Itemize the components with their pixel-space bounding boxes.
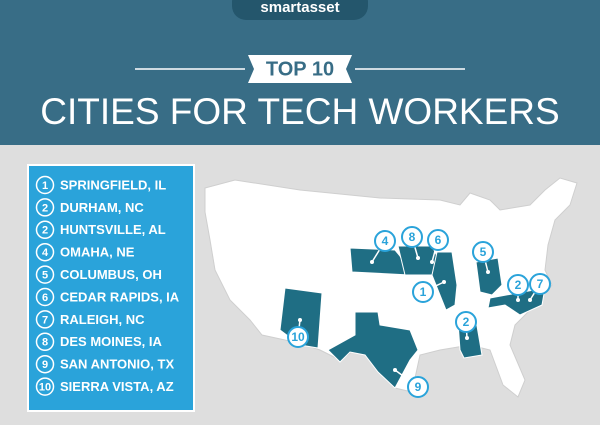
marker-label: 1: [420, 285, 427, 299]
rank-circle: [35, 198, 55, 217]
city: OMAHA, NE: [60, 245, 135, 260]
marker: [412, 281, 434, 303]
city: SIERRA VISTA, AZ: [60, 379, 174, 394]
rank-circle: [35, 242, 55, 262]
marker-dot: [416, 256, 420, 260]
city: DURHAM, NC: [60, 200, 144, 215]
rank-circle: [35, 310, 55, 329]
rank-circle: [35, 377, 55, 396]
marker-label: 4: [382, 234, 389, 248]
marker-label: 6: [435, 233, 442, 247]
rank: 8: [42, 337, 48, 349]
city: HUNTSVILLE, AL: [60, 222, 166, 237]
rank: 1: [42, 180, 48, 192]
rank: 2: [42, 225, 48, 237]
state-oh: [475, 257, 503, 296]
logo: smartasset: [260, 0, 339, 16]
rank: 7: [42, 314, 48, 326]
marker: [374, 230, 396, 252]
marker-label: 8: [409, 230, 416, 244]
badge: TOP 10: [266, 58, 334, 80]
logo-tab: [232, 0, 368, 20]
rank-circle: [35, 332, 55, 352]
city: DES MOINES, IA: [60, 334, 162, 349]
rank-circle: [35, 175, 55, 195]
marker-dot: [516, 298, 520, 302]
marker: [472, 241, 494, 263]
marker: [287, 326, 309, 348]
marker: [427, 229, 449, 251]
rank: 5: [42, 270, 48, 282]
marker-label: 5: [480, 245, 487, 259]
marker: [529, 273, 551, 295]
marker-dot: [465, 336, 469, 340]
marker-label: 10: [291, 330, 305, 344]
rank: 2: [42, 202, 48, 214]
rank-circle: [35, 265, 55, 284]
marker-label: 9: [415, 380, 422, 394]
rank-circle: [35, 287, 55, 307]
rank: 9: [42, 359, 48, 371]
rank-circle: [35, 220, 55, 240]
marker: [407, 376, 429, 398]
marker-dot: [442, 280, 446, 284]
city: CEDAR RAPIDS, IA: [60, 289, 180, 304]
badge-ribbon: [248, 55, 352, 83]
marker-dot: [430, 260, 434, 264]
rank: 6: [42, 292, 48, 304]
marker-dot: [528, 298, 532, 302]
marker: [455, 311, 477, 333]
marker: [507, 274, 529, 296]
city: RALEIGH, NC: [60, 312, 145, 327]
rank-circle: [35, 354, 55, 374]
city: SAN ANTONIO, TX: [60, 357, 174, 372]
list-box: [27, 164, 195, 412]
title: CITIES FOR TECH WORKERS: [40, 91, 559, 132]
rank: 10: [39, 382, 51, 394]
marker-dot: [370, 260, 374, 264]
marker: [401, 226, 423, 248]
marker-label: 2: [515, 278, 522, 292]
city: COLUMBUS, OH: [60, 267, 162, 282]
marker-label: 7: [537, 277, 544, 291]
city: SPRINGFIELD, IL: [60, 177, 166, 192]
rank: 4: [42, 247, 49, 259]
marker-dot: [486, 270, 490, 274]
marker-label: 2: [463, 315, 470, 329]
marker-dot: [298, 318, 302, 322]
marker-dot: [393, 368, 397, 372]
